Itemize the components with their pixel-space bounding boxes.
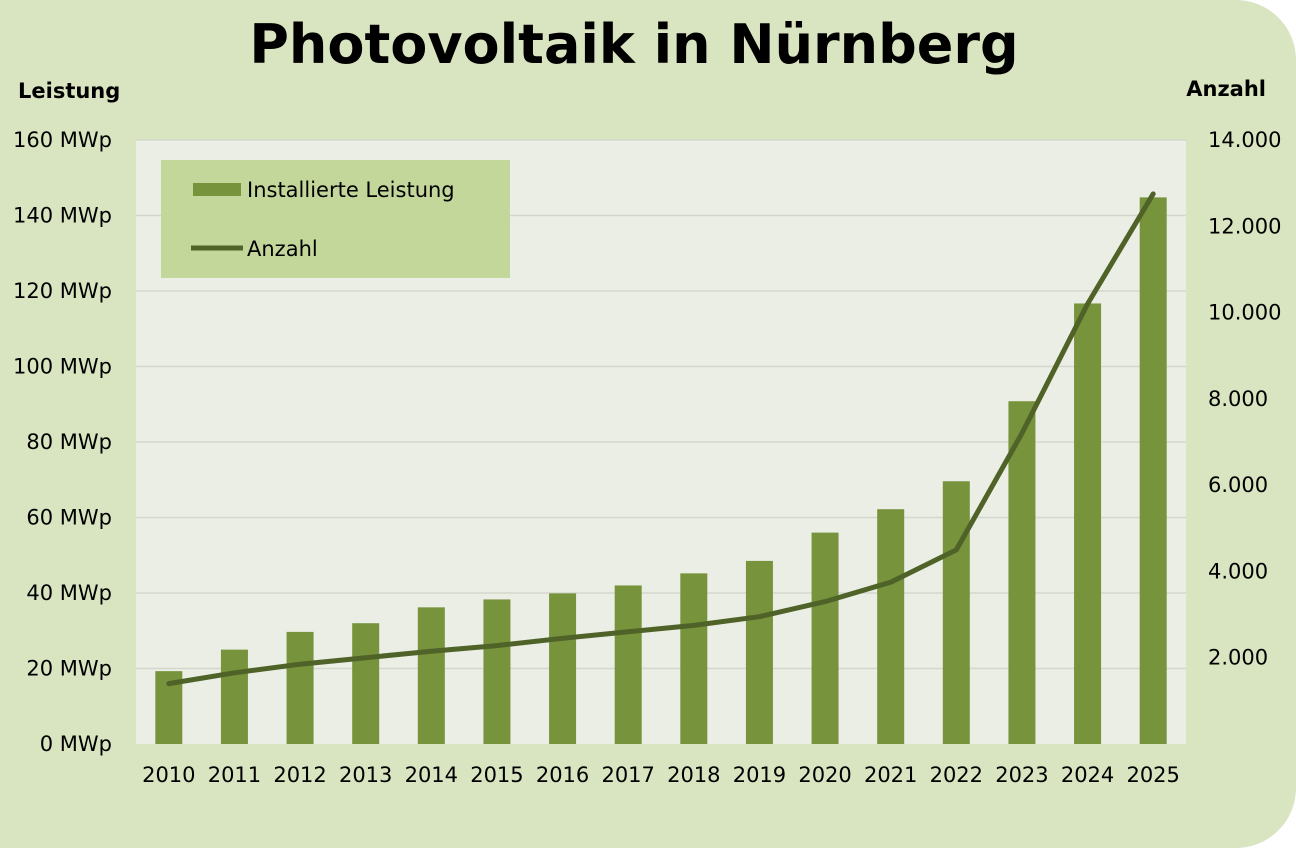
legend-bar-swatch bbox=[193, 183, 241, 196]
y2-tick-label: 6.000 bbox=[1208, 473, 1268, 497]
y-tick-label: 20 MWp bbox=[26, 657, 112, 681]
y-tick-label: 120 MWp bbox=[13, 279, 112, 303]
x-tick-label: 2018 bbox=[667, 763, 720, 787]
y2-axis-ticks: 2.000 4.000 6.000 8.000 10.000 12.000 14.000 bbox=[1208, 128, 1281, 670]
bar-2022 bbox=[942, 481, 970, 744]
bar-series bbox=[155, 197, 1167, 744]
bar-2018 bbox=[680, 573, 708, 744]
bar-2019 bbox=[745, 560, 773, 744]
bar-2023 bbox=[1008, 401, 1036, 744]
y-tick-label: 160 MWp bbox=[13, 128, 112, 152]
x-tick-label: 2024 bbox=[1061, 763, 1114, 787]
y-tick-label: 140 MWp bbox=[13, 204, 112, 228]
x-tick-label: 2014 bbox=[405, 763, 458, 787]
y-tick-label: 60 MWp bbox=[26, 506, 112, 530]
x-tick-label: 2015 bbox=[470, 763, 523, 787]
legend: Installierte Leistung Anzahl bbox=[161, 160, 510, 278]
x-tick-label: 2017 bbox=[601, 763, 654, 787]
legend-label-installierte-leistung: Installierte Leistung bbox=[247, 178, 455, 202]
bar-2013 bbox=[352, 623, 380, 744]
x-tick-label: 2025 bbox=[1126, 763, 1179, 787]
legend-label-anzahl: Anzahl bbox=[247, 237, 318, 261]
bar-2011 bbox=[220, 649, 248, 744]
x-tick-label: 2019 bbox=[733, 763, 786, 787]
x-tick-label: 2016 bbox=[536, 763, 589, 787]
chart-title: Photovoltaik in Nürnberg bbox=[249, 13, 1018, 76]
bar-2012 bbox=[286, 631, 314, 744]
y-tick-label: 40 MWp bbox=[26, 581, 112, 605]
y2-tick-label: 12.000 bbox=[1208, 214, 1281, 238]
x-tick-label: 2012 bbox=[273, 763, 326, 787]
y-tick-label: 100 MWp bbox=[13, 355, 112, 379]
y2-tick-label: 8.000 bbox=[1208, 387, 1268, 411]
bar-2021 bbox=[877, 509, 905, 744]
x-tick-label: 2020 bbox=[798, 763, 851, 787]
y-axis-ticks: 0 MWp 20 MWp 40 MWp 60 MWp 80 MWp 100 MWp 120 … bbox=[13, 128, 112, 756]
x-tick-label: 2023 bbox=[995, 763, 1048, 787]
x-axis-ticks: 2010 2011 2012 2013 2014 2015 2016 2017 2018 2019… bbox=[142, 763, 1180, 787]
count-line bbox=[166, 191, 1156, 687]
y2-tick-label: 10.000 bbox=[1208, 301, 1281, 325]
bar-2015 bbox=[483, 599, 511, 744]
x-tick-label: 2013 bbox=[339, 763, 392, 787]
bar-2016 bbox=[549, 593, 577, 744]
legend-box bbox=[161, 160, 510, 278]
bar-2024 bbox=[1074, 303, 1102, 744]
x-tick-label: 2021 bbox=[864, 763, 917, 787]
x-tick-label: 2022 bbox=[930, 763, 983, 787]
y-tick-label: 80 MWp bbox=[26, 430, 112, 454]
y2-tick-label: 2.000 bbox=[1208, 646, 1268, 670]
y2-tick-label: 4.000 bbox=[1208, 559, 1268, 583]
bar-2020 bbox=[811, 532, 839, 744]
bar-2014 bbox=[417, 607, 445, 744]
y2-axis-title: Anzahl bbox=[1186, 77, 1266, 101]
y2-tick-label: 14.000 bbox=[1208, 128, 1281, 152]
y-tick-label: 0 MWp bbox=[40, 732, 112, 756]
bar-2025 bbox=[1139, 197, 1167, 744]
x-tick-label: 2011 bbox=[208, 763, 261, 787]
x-tick-label: 2010 bbox=[142, 763, 195, 787]
bar-2017 bbox=[614, 585, 642, 744]
y-axis-title: Leistung bbox=[18, 79, 120, 103]
